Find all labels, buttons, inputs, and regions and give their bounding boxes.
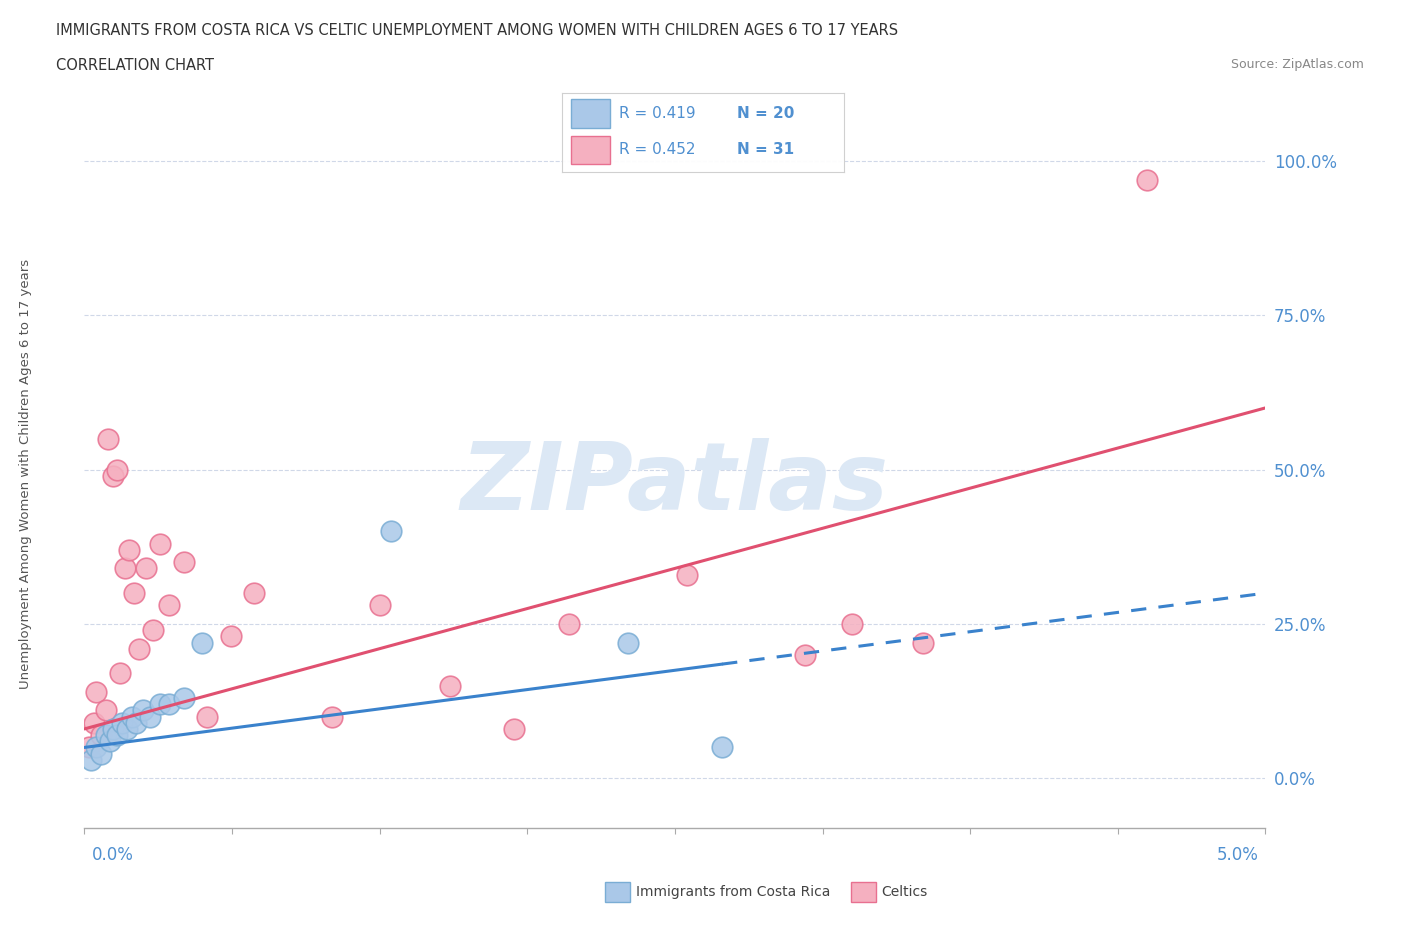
Bar — [571, 136, 610, 165]
Point — [122, 586, 145, 601]
Point — [439, 678, 461, 693]
Text: 0.0%: 0.0% — [91, 846, 134, 864]
Point — [675, 567, 697, 582]
Point — [111, 715, 134, 730]
Text: N = 31: N = 31 — [737, 142, 794, 157]
Point — [841, 617, 863, 631]
Point — [173, 691, 195, 706]
Point — [149, 697, 172, 711]
Point — [90, 727, 112, 742]
Point — [380, 524, 402, 538]
Point — [108, 666, 131, 681]
Point — [101, 469, 124, 484]
Point — [121, 710, 143, 724]
Bar — [571, 100, 610, 127]
Point — [115, 722, 138, 737]
Text: Celtics: Celtics — [882, 884, 928, 899]
Point — [616, 635, 638, 650]
Point — [107, 727, 129, 742]
Text: Unemployment Among Women with Children Ages 6 to 17 years: Unemployment Among Women with Children A… — [18, 259, 32, 689]
Text: Source: ZipAtlas.com: Source: ZipAtlas.com — [1230, 58, 1364, 71]
Point — [173, 555, 195, 570]
Point — [711, 740, 734, 755]
Point — [94, 703, 117, 718]
Point — [84, 684, 107, 699]
Point — [98, 734, 121, 749]
Text: IMMIGRANTS FROM COSTA RICA VS CELTIC UNEMPLOYMENT AMONG WOMEN WITH CHILDREN AGES: IMMIGRANTS FROM COSTA RICA VS CELTIC UNE… — [56, 23, 898, 38]
Point — [157, 598, 180, 613]
Text: 5.0%: 5.0% — [1216, 846, 1258, 864]
Point — [107, 462, 129, 477]
Point — [139, 710, 162, 724]
Point — [101, 722, 124, 737]
Text: Immigrants from Costa Rica: Immigrants from Costa Rica — [636, 884, 830, 899]
Point — [97, 432, 120, 446]
Point — [149, 537, 172, 551]
Point — [368, 598, 391, 613]
Point — [911, 635, 934, 650]
Point — [1136, 172, 1159, 187]
Text: CORRELATION CHART: CORRELATION CHART — [56, 58, 214, 73]
Point — [191, 635, 214, 650]
Point — [503, 722, 526, 737]
Point — [321, 710, 343, 724]
Point — [793, 647, 815, 662]
Point — [243, 586, 266, 601]
Point — [195, 710, 218, 724]
Point — [125, 715, 148, 730]
Point — [132, 703, 155, 718]
Text: R = 0.452: R = 0.452 — [619, 142, 695, 157]
Point — [114, 561, 136, 576]
Point — [84, 740, 107, 755]
Text: ZIPatlas: ZIPatlas — [461, 438, 889, 530]
Text: N = 20: N = 20 — [737, 106, 794, 121]
Point — [128, 642, 150, 657]
Point — [80, 752, 103, 767]
Point — [94, 727, 117, 742]
Point — [77, 740, 100, 755]
Text: R = 0.419: R = 0.419 — [619, 106, 695, 121]
Point — [157, 697, 180, 711]
Point — [90, 746, 112, 761]
Point — [557, 617, 579, 631]
Point — [142, 623, 165, 638]
Point — [135, 561, 157, 576]
Point — [219, 629, 242, 644]
Point — [118, 542, 141, 557]
Point — [83, 715, 105, 730]
